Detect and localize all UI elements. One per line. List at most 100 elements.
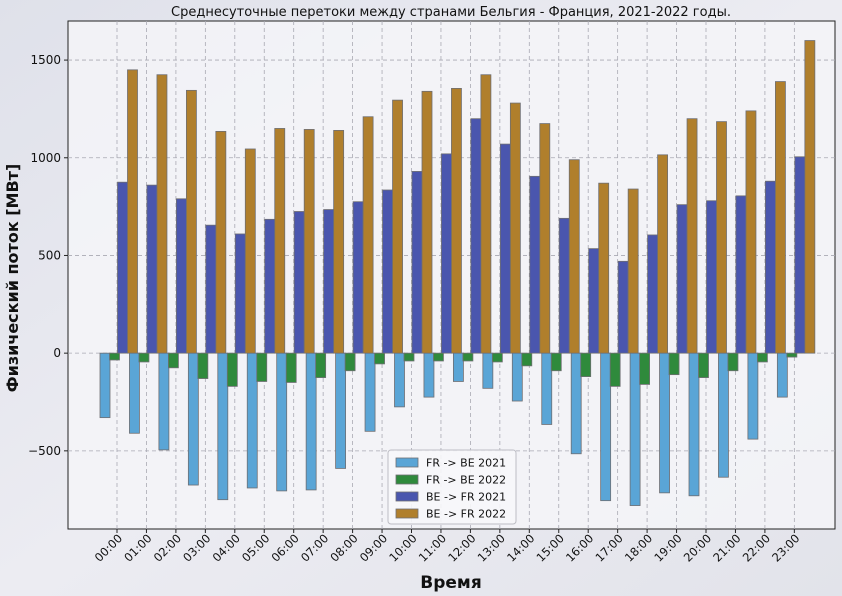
bar-1-16:00 [570,352,582,455]
bar-2-04:00 [226,352,238,387]
bar-2-08:00 [344,352,356,372]
bar-4-00:00 [127,69,138,354]
bar-3-01:00 [146,184,158,354]
bar-4-07:00 [333,130,345,354]
bar-3-23:00 [794,156,806,354]
bar-2-01:00 [138,352,150,363]
bar-3-20:00 [706,200,717,354]
bar-1-05:00 [246,352,258,489]
bar-2-17:00 [609,352,621,387]
bar-4-17:00 [627,188,639,354]
bars [99,40,816,506]
y-axis-label: Физический поток [МВт] [3,164,22,393]
grid-lines [68,21,835,529]
bar-3-02:00 [175,198,187,354]
bar-4-05:00 [274,128,286,354]
bar-3-15:00 [558,217,570,354]
bar-4-01:00 [156,74,168,354]
bar-1-14:00 [511,352,523,402]
bar-4-20:00 [716,121,727,354]
bar-2-00:00 [109,352,120,361]
legend-entry: FR -> BE 2022 [426,474,506,487]
legend-entry: BE -> FR 2022 [426,508,506,521]
bar-3-17:00 [617,260,629,354]
bar-2-14:00 [521,352,533,367]
bar-3-06:00 [293,211,305,354]
legend-swatch [395,474,419,485]
bar-2-21:00 [727,352,739,372]
bar-1-07:00 [305,352,317,491]
x-axis-label: Время [420,573,481,593]
bar-3-05:00 [264,218,276,354]
bar-4-18:00 [657,154,668,354]
bar-3-22:00 [765,180,776,354]
bar-4-12:00 [480,74,492,354]
bar-4-19:00 [686,118,698,354]
bar-4-11:00 [451,88,462,354]
bar-1-06:00 [276,352,288,492]
bar-4-21:00 [745,110,757,354]
bar-2-07:00 [315,352,327,378]
y-tick-label: 1500 [30,53,61,67]
bar-4-09:00 [392,99,403,354]
bar-3-18:00 [647,234,658,354]
bar-2-11:00 [433,352,444,362]
bar-1-17:00 [600,352,612,502]
legend-entry: FR -> BE 2021 [426,457,506,470]
bar-2-20:00 [698,352,709,378]
bar-2-18:00 [639,352,650,385]
bar-2-13:00 [491,352,503,363]
legend-entry: BE -> FR 2021 [426,491,506,504]
bar-3-13:00 [499,143,511,354]
y-tick-label: 0 [53,346,61,360]
bar-1-15:00 [541,352,553,425]
bar-3-16:00 [588,248,600,354]
bar-1-01:00 [129,352,140,434]
bar-1-19:00 [659,352,670,494]
bar-2-02:00 [167,352,179,369]
bar-3-08:00 [352,201,364,354]
bar-2-03:00 [197,352,209,379]
bar-2-22:00 [757,352,768,363]
bar-2-23:00 [786,352,798,358]
bar-1-08:00 [335,352,347,469]
bar-2-09:00 [374,352,385,365]
bar-3-11:00 [441,153,452,354]
y-tick-label: 500 [38,248,61,262]
bar-4-15:00 [568,159,580,354]
bar-1-03:00 [187,352,199,486]
bar-4-23:00 [804,40,816,354]
legend-swatch [395,457,419,468]
bar-1-21:00 [718,352,729,478]
legend-swatch [395,491,419,502]
bar-3-09:00 [382,189,393,354]
bar-3-10:00 [411,171,423,354]
bar-2-16:00 [580,352,592,377]
legend-box [387,449,517,525]
bar-2-05:00 [256,352,268,382]
legend: FR -> BE 2021 FR -> BE 2022 BE -> FR 2021 B… [387,449,517,525]
bar-2-19:00 [668,352,680,376]
bar-1-13:00 [482,352,494,389]
bar-3-12:00 [470,118,482,354]
bar-2-10:00 [403,352,415,362]
bar-4-02:00 [185,89,197,354]
bar-1-23:00 [776,352,788,398]
bar-3-14:00 [529,175,541,354]
bar-1-02:00 [158,352,170,451]
bar-1-00:00 [99,352,111,419]
bar-4-10:00 [421,90,433,354]
chart-title: Среднесуточные перетоки между странами Б… [171,5,731,20]
bar-3-07:00 [323,209,335,354]
bar-1-22:00 [747,352,759,440]
bar-4-06:00 [303,129,315,354]
bar-3-04:00 [234,233,246,354]
y-tick-label: −500 [28,444,61,458]
bar-1-11:00 [423,352,435,398]
bar-4-22:00 [775,81,786,354]
bar-3-03:00 [205,224,217,354]
bar-1-20:00 [688,352,700,497]
y-tick-label: 1000 [30,151,61,165]
